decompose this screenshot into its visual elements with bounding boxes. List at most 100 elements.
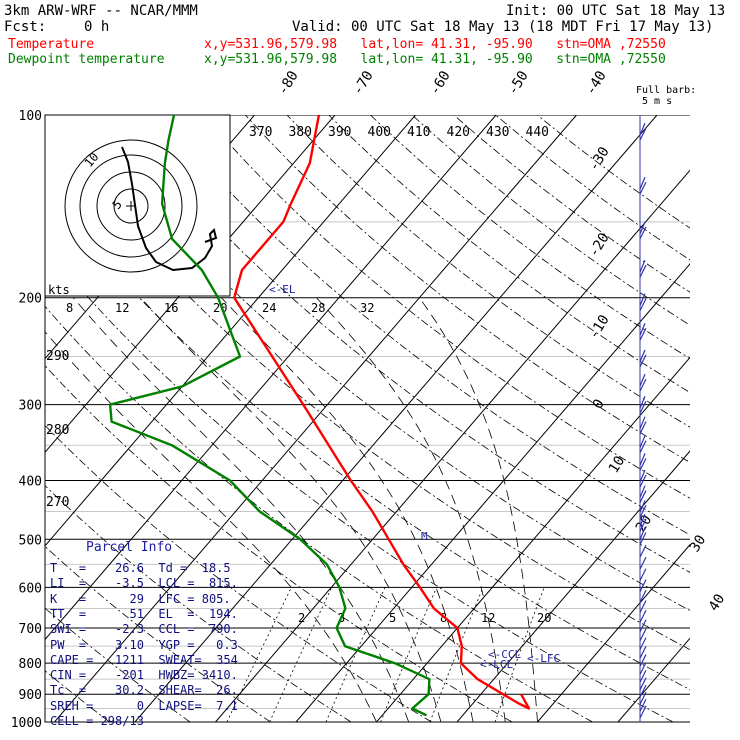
dry-adiabat-line (536, 115, 690, 229)
hodograph-speed-label: 28 (311, 301, 325, 315)
wind-barb (639, 645, 647, 659)
isotherm-line (537, 543, 690, 722)
isotherm-line (376, 356, 690, 722)
barb-key-label: Full barb: (636, 85, 696, 96)
wind-barb (639, 600, 647, 613)
isotherm-tick-label: -30 (586, 144, 613, 174)
hodograph-ring (79, 154, 183, 258)
theta-tick-label: 430 (486, 125, 509, 140)
wind-barb (639, 698, 647, 712)
theta-side-label: 290 (46, 349, 69, 364)
wind-barb (639, 662, 647, 675)
wind-barb (639, 259, 647, 278)
wind-barb (639, 579, 647, 592)
dry-adiabat-line (370, 115, 690, 360)
moist-adiabat-line (221, 297, 474, 722)
level-marker: <-LFC (527, 652, 560, 665)
wind-barb (639, 609, 647, 623)
temperature-profile-line (233, 114, 531, 710)
dry-adiabat-line (45, 186, 690, 691)
isotherm-tick-label: -40 (583, 68, 610, 98)
parcel-info-row: CELL = 298/13 (50, 714, 144, 728)
theta-tick-label: 370 (249, 125, 272, 140)
isotherm-line (45, 115, 336, 453)
wind-barb (639, 469, 647, 488)
pressure-tick-label: 1000 (11, 716, 42, 731)
hodograph-speed-label: 12 (115, 301, 129, 315)
pressure-tick-label: 700 (19, 622, 42, 637)
theta-tick-label: 380 (289, 125, 312, 140)
dry-adiabat-line (245, 115, 690, 463)
dry-adiabat-line (411, 115, 690, 326)
parcel-info-row: TT = 51 EL = 194. (50, 606, 238, 621)
parcel-info-row: SWI = -2.3 CCL = 790. (50, 622, 238, 637)
isotherm-line (45, 115, 497, 641)
theta-tick-label: 420 (447, 125, 470, 140)
wind-barb (639, 654, 647, 667)
hodograph-unit-label: kts (48, 283, 70, 297)
parcel-info-row: SREH = 0 LAPSE= 7.1 (50, 698, 238, 713)
wind-barb (639, 323, 647, 341)
pressure-tick-label: 100 (19, 109, 42, 124)
fcst-label: Fcst: (4, 19, 47, 35)
wind-barb (639, 556, 647, 570)
moist-adiabat-line (316, 297, 506, 722)
legend-temperature-info: x,y=531.96,579.98 lat,lon= 41.31, -95.90… (204, 37, 666, 52)
hodograph-speed-label: 16 (164, 301, 178, 315)
isotherm-line (215, 169, 690, 722)
mixing-ratio-line (269, 587, 333, 722)
isotherm-tick-label: 40 (706, 591, 729, 614)
mixing-ratio-line (226, 587, 292, 722)
wind-barb (639, 590, 647, 603)
hodograph-speed-label: 24 (262, 301, 276, 315)
parcel-info-row: CIN = -201 HWBZ= 3410. (50, 668, 238, 683)
model-title: 3km ARW-WRF -- NCAR/MMM (4, 3, 198, 19)
level-marker: <-LCL (480, 658, 513, 671)
wind-barb (639, 293, 647, 311)
parcel-info-row: T = 26.6 Td = 18.5 (50, 561, 231, 575)
level-marker: <-EL (269, 283, 296, 296)
dry-adiabat-line (45, 365, 513, 722)
wind-barb (639, 669, 647, 683)
hodograph-ring (96, 171, 166, 241)
isotherm-line (0, 115, 13, 722)
plot-frame (44, 115, 690, 723)
dry-adiabat-line (45, 670, 110, 722)
wind-barb (639, 677, 647, 691)
dry-adiabat-line (203, 115, 690, 499)
isotherm-line (617, 637, 690, 722)
isotherm-tick-label: 30 (687, 532, 710, 555)
isotherm-tick-label: -60 (427, 68, 454, 98)
wind-barb (639, 453, 647, 471)
legend-dewpoint: Dewpoint temperature (8, 52, 165, 67)
dry-adiabat-line (45, 125, 690, 651)
legend-dewpoint-info: x,y=531.96,579.98 lat,lon= 41.31, -95.90… (204, 52, 666, 67)
isotherm-line (134, 115, 658, 722)
isotherm-line (295, 263, 690, 722)
hodograph-trace (121, 146, 218, 272)
pressure-tick-label: 200 (19, 292, 42, 307)
wind-barb (639, 568, 647, 581)
pressure-tick-label: 600 (19, 581, 42, 596)
parcel-info-row: PW = 3.10 YGP = 0.3 (50, 637, 238, 652)
wind-barb (639, 176, 647, 195)
grid-lines (0, 115, 690, 722)
wind-barb (639, 435, 647, 453)
theta-tick-label: 400 (368, 125, 391, 140)
wind-barb (639, 396, 647, 414)
legend-temperature: Temperature (8, 37, 95, 52)
dry-adiabat-line (161, 115, 690, 536)
dry-adiabat-line (45, 305, 593, 722)
dry-adiabat-line (45, 424, 432, 722)
isotherm-tick-label: -20 (586, 230, 613, 260)
dry-adiabat-line (328, 115, 690, 394)
theta-side-label: 270 (46, 495, 69, 510)
theta-tick-label: 390 (328, 125, 351, 140)
wind-barb (639, 349, 647, 368)
mixing-ratio-label: 5 (389, 611, 396, 625)
hodograph-ring (64, 139, 198, 273)
dewpoint-profile-line (108, 114, 431, 717)
wind-barb (639, 373, 647, 392)
parcel-info-row: CAPE = 1211 SWEAT= 354 (50, 652, 238, 667)
